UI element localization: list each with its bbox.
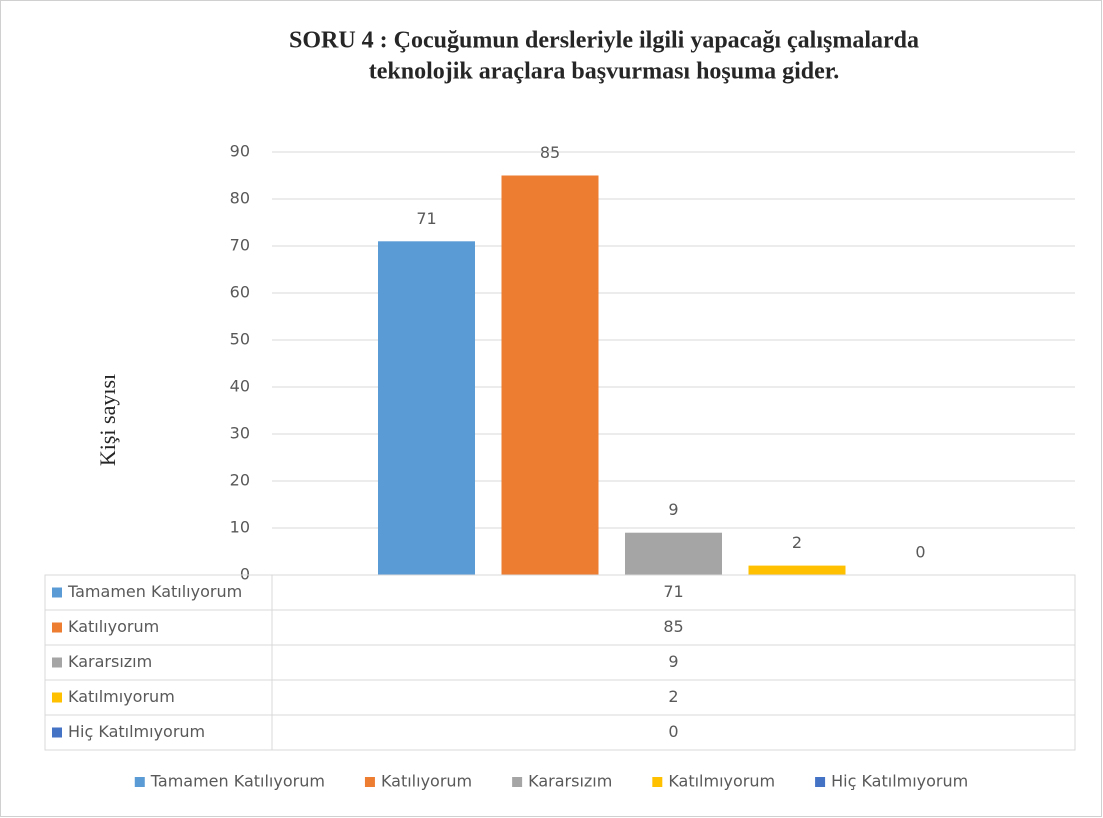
table-legend-key	[52, 657, 62, 668]
legend-key	[134, 777, 145, 787]
y-tick-label: 50	[230, 330, 250, 349]
chart-title: SORU 4 : Çocuğumun dersleriyle ilgili ya…	[289, 28, 919, 54]
table-row-label: Katılıyorum	[68, 617, 159, 636]
table-legend-key	[52, 727, 62, 738]
data-table	[44, 574, 1076, 751]
table-cell: 85	[663, 617, 683, 636]
bar	[625, 532, 722, 575]
y-tick-label: 0	[240, 565, 250, 584]
data-label: 85	[540, 143, 560, 162]
table-legend-key	[52, 587, 62, 598]
table-cell: 71	[663, 582, 683, 601]
data-label: 2	[792, 533, 802, 552]
y-tick-label: 70	[230, 236, 250, 255]
table-cell: 9	[668, 652, 678, 671]
data-label: 9	[668, 500, 678, 519]
table-row-label: Tamamen Katılıyorum	[67, 582, 242, 601]
legend-label: Katılmıyorum	[668, 772, 775, 791]
table-cell: 0	[668, 722, 678, 741]
legend-label: Kararsızım	[528, 772, 612, 791]
legend-key	[512, 777, 523, 787]
data-label: 71	[416, 209, 436, 228]
y-tick-label: 80	[230, 189, 250, 208]
y-axis-label: Kişi sayısı	[95, 374, 120, 466]
legend-key	[652, 777, 663, 787]
y-tick-label: 90	[230, 142, 250, 161]
table-row-label: Kararsızım	[68, 652, 152, 671]
bar	[378, 241, 475, 576]
legend-key	[815, 777, 826, 787]
table-legend-key	[52, 622, 62, 633]
bar	[501, 175, 599, 575]
y-tick-label: 10	[230, 518, 250, 537]
legend-label: Hiç Katılmıyorum	[831, 772, 968, 791]
y-tick-label: 60	[230, 283, 250, 302]
bar	[748, 565, 846, 575]
y-tick-label: 20	[230, 471, 250, 490]
table-row-label: Hiç Katılmıyorum	[68, 722, 205, 741]
legend-label: Katılıyorum	[381, 772, 472, 791]
table-legend-key	[52, 692, 62, 703]
table-row-label: Katılmıyorum	[68, 687, 175, 706]
y-tick-label: 30	[230, 424, 250, 443]
legend-label: Tamamen Katılıyorum	[150, 772, 325, 791]
legend-key	[364, 777, 375, 787]
data-label: 0	[915, 543, 925, 562]
table-cell: 2	[668, 687, 678, 706]
y-tick-label: 40	[230, 377, 250, 396]
chart-title: teknolojik araçlara başvurması hoşuma gi…	[369, 59, 839, 85]
